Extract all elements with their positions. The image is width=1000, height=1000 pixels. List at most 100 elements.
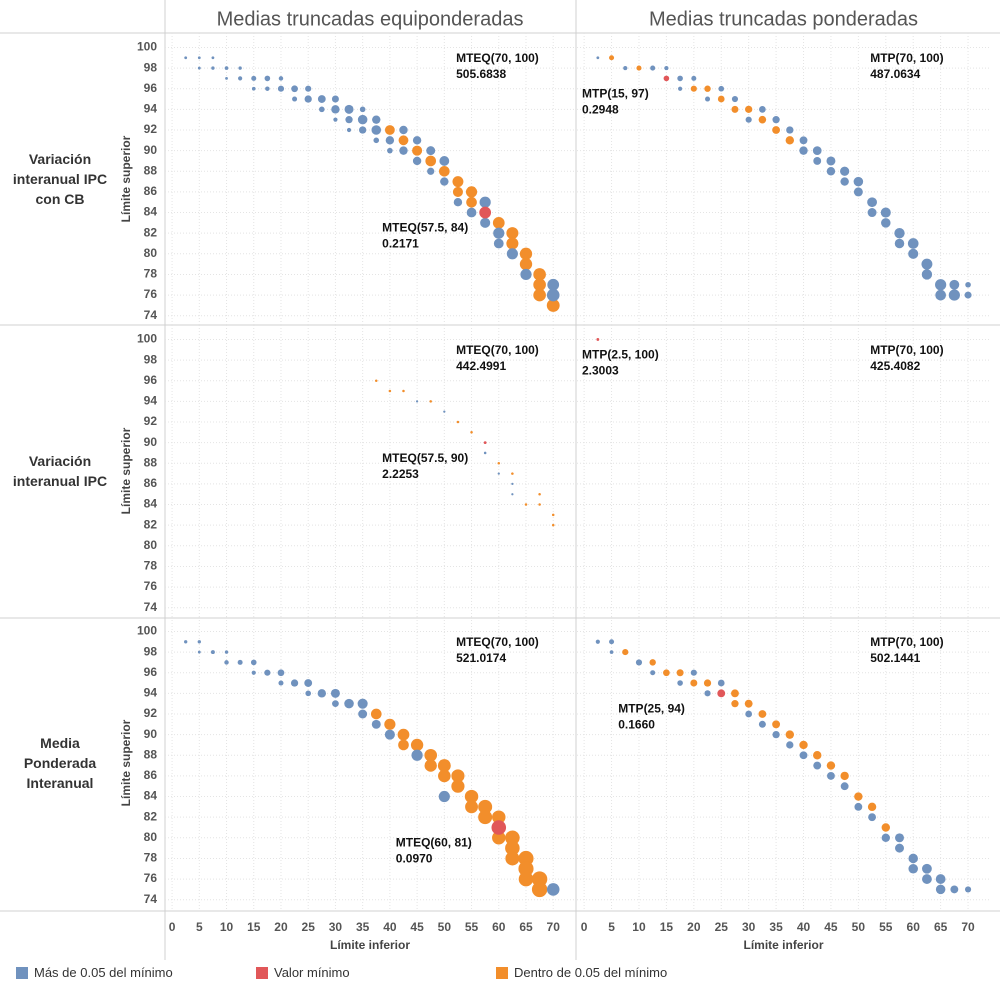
data-point (452, 186, 463, 197)
data-point (908, 853, 918, 864)
data-point (921, 258, 933, 270)
annotation-value: 502.1441 (870, 651, 920, 665)
data-point (427, 167, 435, 175)
data-point (304, 679, 313, 687)
data-point (388, 389, 392, 393)
y-tick-label: 80 (144, 538, 158, 552)
x-tick-label: 35 (356, 920, 370, 934)
data-point (412, 136, 422, 145)
data-point (623, 65, 628, 71)
data-point (451, 769, 465, 783)
data-point (690, 679, 698, 687)
data-point (345, 116, 353, 124)
data-point (551, 513, 555, 517)
annotation-value: 0.2171 (382, 237, 419, 251)
data-point (840, 782, 849, 791)
data-point (357, 698, 368, 709)
data-point (935, 884, 946, 895)
data-point (438, 769, 451, 783)
data-point (415, 400, 419, 403)
data-point (505, 851, 520, 866)
data-point (456, 420, 460, 424)
data-point (853, 187, 863, 197)
x-tick-label: 30 (742, 920, 756, 934)
x-tick-label: 5 (608, 920, 615, 934)
data-point (546, 883, 560, 896)
legend-swatch (256, 967, 268, 979)
x-axis-label: Límite inferior (330, 938, 410, 952)
data-point (854, 792, 863, 801)
y-tick-label: 82 (144, 517, 158, 531)
y-tick-label: 92 (144, 122, 158, 136)
data-point (184, 640, 188, 644)
data-point (840, 771, 849, 781)
data-point (505, 830, 520, 846)
data-point (453, 198, 463, 207)
y-tick-label: 100 (137, 40, 157, 54)
data-point (333, 117, 338, 122)
x-tick-label: 70 (547, 920, 561, 934)
data-point (677, 75, 683, 82)
data-point (758, 115, 767, 124)
data-point (373, 137, 380, 144)
legend-label: Más de 0.05 del mínimo (34, 965, 173, 980)
data-point (424, 759, 437, 772)
data-point (935, 874, 946, 884)
data-point (691, 75, 697, 81)
frame (0, 0, 1000, 960)
data-point (703, 679, 712, 687)
data-point (224, 660, 229, 665)
data-point (812, 146, 822, 155)
y-tick-label: 90 (144, 727, 158, 741)
data-point (497, 462, 501, 465)
y-tick-label: 94 (144, 102, 158, 116)
data-point (649, 659, 656, 666)
data-point (663, 669, 670, 677)
y-tick-label: 96 (144, 81, 158, 95)
data-point (466, 196, 477, 208)
row-label: Variación interanual IPC (12, 453, 108, 489)
data-point (225, 76, 228, 80)
data-point (731, 700, 739, 708)
data-point (385, 136, 395, 145)
y-tick-label: 76 (144, 287, 158, 301)
x-tick-label: 0 (581, 920, 588, 934)
annotation-value: 0.1660 (618, 718, 655, 732)
data-point (772, 116, 780, 124)
y-tick-label: 86 (144, 476, 158, 490)
data-point (238, 66, 242, 70)
data-point (676, 669, 684, 677)
data-point (493, 238, 504, 249)
data-point (317, 689, 327, 698)
data-point (854, 802, 863, 811)
data-point (731, 105, 739, 113)
data-point (384, 125, 395, 135)
data-point (332, 700, 339, 708)
y-tick-label: 98 (144, 352, 158, 366)
data-point (772, 720, 781, 729)
data-point (344, 104, 354, 114)
x-tick-label: 30 (329, 920, 343, 934)
data-point (465, 186, 478, 198)
data-point (520, 268, 532, 281)
data-point (464, 789, 479, 804)
x-tick-label: 15 (247, 920, 261, 934)
data-point (786, 741, 794, 749)
data-point (483, 451, 487, 455)
y-tick-label: 94 (144, 394, 158, 408)
data-point (357, 114, 368, 125)
annotation-value: 2.3003 (582, 364, 619, 378)
annotation-label: MTEQ(57.5, 90) (382, 451, 468, 465)
data-point (452, 176, 464, 188)
annotation-value: 521.0174 (456, 651, 506, 665)
x-tick-label: 60 (492, 920, 506, 934)
y-tick-label: 100 (137, 624, 157, 638)
x-axis-label: Límite inferior (743, 938, 823, 952)
x-tick-label: 65 (519, 920, 533, 934)
data-point (440, 177, 449, 186)
data-point (595, 639, 600, 644)
y-tick-label: 92 (144, 706, 158, 720)
data-point (826, 156, 836, 166)
data-point (546, 288, 560, 302)
